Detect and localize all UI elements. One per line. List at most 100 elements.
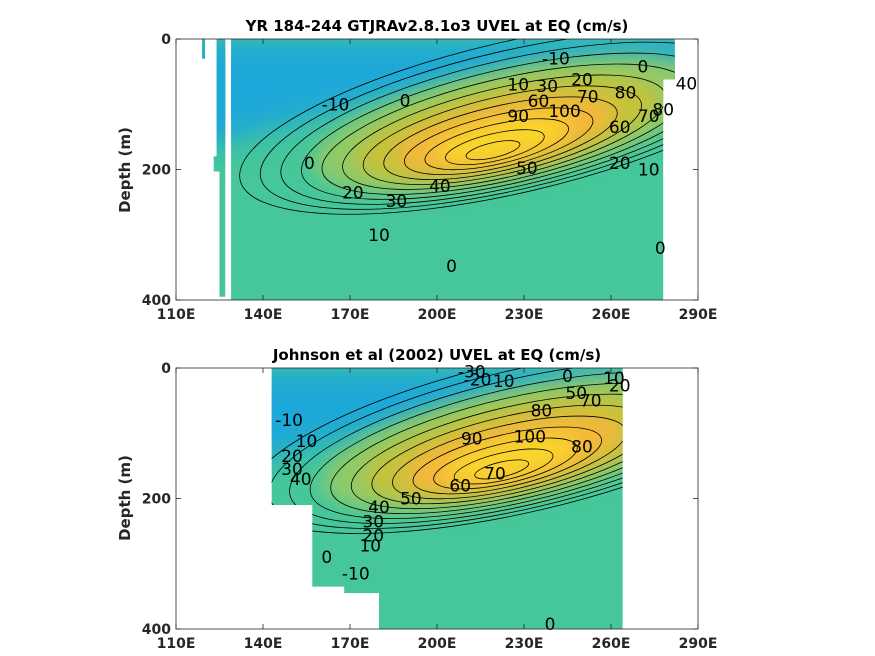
contour-label: 0 <box>446 257 457 277</box>
contour-label: 20 <box>342 183 364 203</box>
x-tick-label: 140E <box>244 307 283 323</box>
x-axis-ticks: 110E 140E 170E 200E 230E 260E 290E <box>157 39 718 323</box>
contour-label: 70 <box>577 87 599 107</box>
chart-title: Johnson et al (2002) UVEL at EQ (cm/s) <box>272 346 601 364</box>
y-tick-label: 200 <box>142 492 171 508</box>
contour-label: 50 <box>516 159 538 179</box>
y-tick-label: 400 <box>142 622 171 638</box>
contour-label: 70 <box>580 392 602 412</box>
contour-line <box>403 107 594 176</box>
contour-line <box>330 382 623 515</box>
contour-line <box>271 368 623 529</box>
contour-line <box>271 368 623 534</box>
contour-label: 0 <box>304 154 315 174</box>
x-tick-label: 170E <box>331 636 370 652</box>
contour-label: 90 <box>507 107 529 127</box>
contour-label: 70 <box>638 107 660 127</box>
y-tick-label: 0 <box>161 32 171 48</box>
contour-label: 60 <box>449 476 471 496</box>
contour-line <box>350 393 623 510</box>
chart-title: YR 184-244 GTJRAv2.8.1o3 UVEL at EQ (cm/… <box>245 17 629 35</box>
contour-label: 100 <box>548 102 580 122</box>
x-tick-label: 260E <box>592 307 631 323</box>
x-tick-label: 290E <box>679 307 718 323</box>
x-tick-label: 170E <box>331 307 370 323</box>
contour-line <box>392 415 623 500</box>
contour-label: -30 <box>458 362 486 382</box>
contour-label: 20 <box>609 377 631 397</box>
contour-label: -20 <box>464 371 492 391</box>
contour-label: 10 <box>507 76 529 96</box>
contour-label: -10 <box>542 50 570 70</box>
contour-label: 0 <box>545 615 556 635</box>
contour-label: 100 <box>514 428 546 448</box>
contour-label: 10 <box>359 536 381 556</box>
contour-line <box>474 459 530 480</box>
contour-label: 10 <box>638 161 660 181</box>
contour-label: 10 <box>603 369 625 389</box>
contour-label: 10 <box>296 432 318 452</box>
contour-label: 80 <box>531 401 553 421</box>
x-tick-label: 110E <box>157 636 196 652</box>
contour-label: 40 <box>429 177 451 197</box>
contour-label: 0 <box>321 548 332 568</box>
contour-label: 40 <box>676 74 698 94</box>
y-tick-label: 200 <box>142 163 171 179</box>
contour-line <box>412 426 603 495</box>
top-panel: YR 184-244 GTJRAv2.8.1o3 UVEL at EQ (cm/… <box>116 17 718 323</box>
contour-label: 80 <box>571 437 593 457</box>
velocity-field <box>271 368 623 629</box>
contour-label: 0 <box>655 239 666 259</box>
core-isotach-90 <box>435 115 570 162</box>
contour-label: 20 <box>609 154 631 174</box>
contour-label: 0 <box>637 57 648 77</box>
contour-label: 90 <box>461 429 483 449</box>
contour-line <box>465 140 521 161</box>
contour-label: 70 <box>484 465 506 485</box>
y-axis-label: Depth (m) <box>116 127 134 213</box>
contour-label: 60 <box>528 92 550 112</box>
y-tick-label: 0 <box>161 361 171 377</box>
core-isotach-90 <box>444 434 578 482</box>
contour-lines <box>271 368 623 534</box>
y-tick-label: 400 <box>142 293 171 309</box>
contour-label: 50 <box>400 490 422 510</box>
contour-line <box>433 437 578 490</box>
contour-label: 80 <box>615 84 637 104</box>
x-tick-label: 140E <box>244 636 283 652</box>
contour-line <box>424 118 570 171</box>
contour-label: 30 <box>536 77 558 97</box>
x-tick-label: 200E <box>418 636 457 652</box>
contour-label: 30 <box>281 460 303 480</box>
x-tick-label: 290E <box>679 636 718 652</box>
contour-label: -10 <box>275 411 303 431</box>
contour-label: 20 <box>281 447 303 467</box>
contour-label: 20 <box>362 527 384 547</box>
contour-line <box>383 96 618 180</box>
x-tick-label: 230E <box>505 636 544 652</box>
contour-label: 40 <box>368 498 390 518</box>
x-tick-label: 200E <box>418 307 457 323</box>
contour-line <box>445 129 545 166</box>
x-tick-label: 260E <box>592 636 631 652</box>
y-axis-label: Depth (m) <box>116 455 134 541</box>
contour-line <box>289 368 623 524</box>
contour-lines <box>239 39 675 215</box>
contour-label: 0 <box>562 367 573 387</box>
contour-line <box>239 39 675 215</box>
x-tick-label: 110E <box>157 307 196 323</box>
contour-label: 30 <box>362 512 384 532</box>
contour-label: 50 <box>565 384 587 404</box>
contour-label: 60 <box>609 118 631 138</box>
contour-label: 10 <box>493 372 515 392</box>
contour-line <box>309 371 623 520</box>
contour-label: 20 <box>571 70 593 90</box>
contour-line <box>453 448 554 485</box>
contour-line <box>371 404 623 505</box>
contour-label: 0 <box>400 91 411 111</box>
contour-label: 30 <box>386 192 408 212</box>
